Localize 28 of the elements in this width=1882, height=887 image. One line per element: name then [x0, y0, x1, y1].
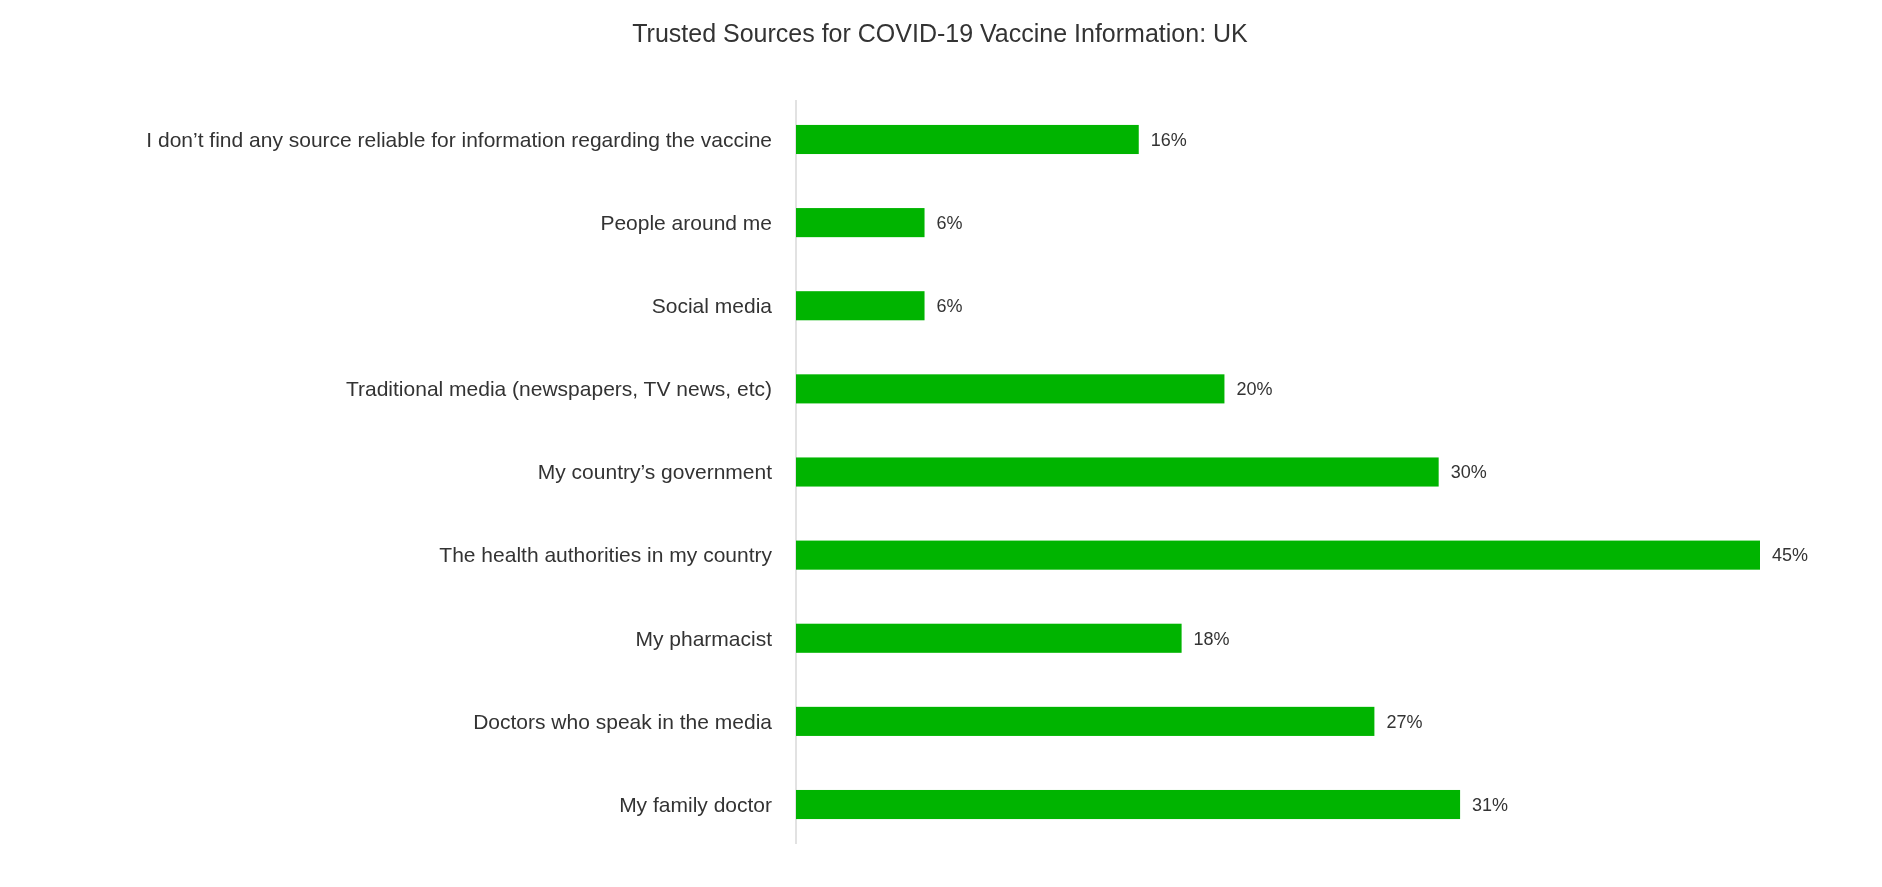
data-label: 6% [936, 212, 963, 233]
bar [796, 789, 1461, 820]
y-tick-label: I don’t find any source reliable for information regarding the vaccine [146, 127, 772, 151]
data-label: 31% [1472, 794, 1509, 815]
bar [796, 706, 1375, 736]
bar [796, 208, 925, 238]
data-label: 45% [1772, 545, 1809, 566]
y-tick-label: Doctors who speak in the media [473, 709, 773, 733]
data-label: 20% [1236, 379, 1273, 400]
y-tick-label: My family doctor [619, 792, 772, 816]
y-tick-label: My pharmacist [635, 626, 773, 650]
chart-title: Trusted Sources for COVID-19 Vaccine Information: UK [632, 19, 1249, 47]
data-label: 27% [1386, 711, 1423, 732]
data-label: 18% [1193, 628, 1230, 649]
data-label: 6% [936, 296, 963, 317]
bar [796, 623, 1182, 653]
y-tick-label: The health authorities in my country [439, 543, 773, 567]
y-tick-label: Social media [651, 294, 773, 318]
bar [796, 457, 1439, 487]
y-tick-label: My country’s government [537, 460, 773, 484]
y-tick-label: Traditional media (newspapers, TV news, etc) [345, 377, 772, 401]
data-label: 16% [1150, 129, 1187, 150]
bar [796, 291, 925, 321]
y-tick-label: People around me [600, 210, 772, 234]
data-label: 30% [1450, 462, 1487, 483]
bar [796, 124, 1139, 155]
bar [796, 374, 1225, 404]
bar [796, 540, 1760, 570]
